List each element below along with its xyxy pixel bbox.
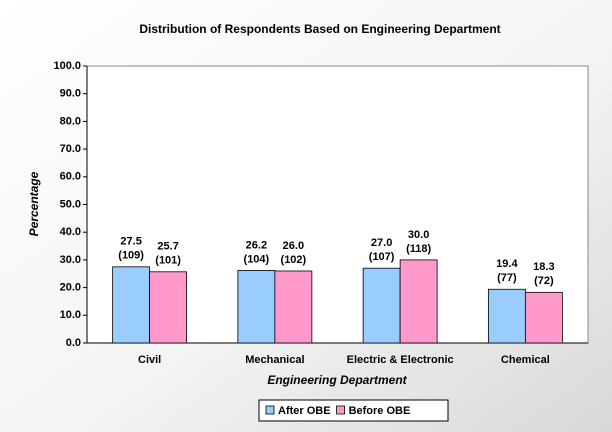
bar — [487, 288, 526, 344]
value-label: 26.0 — [283, 240, 304, 252]
bar — [399, 259, 438, 344]
count-label: (72) — [534, 275, 554, 287]
count-label: (102) — [281, 254, 307, 266]
y-tick-label: 30.0 — [60, 254, 81, 266]
value-label: 27.5 — [120, 236, 141, 248]
bar — [237, 270, 276, 344]
value-label: 19.4 — [496, 258, 518, 270]
bar — [112, 266, 151, 344]
x-tick-label: Electric & Electronic — [347, 354, 454, 366]
legend-swatch — [265, 405, 275, 415]
y-tick-label: 40.0 — [60, 226, 81, 238]
value-label: 30.0 — [408, 229, 429, 241]
y-tick-label: 50.0 — [60, 198, 81, 210]
value-label: 26.2 — [246, 239, 267, 251]
x-axis-title: Engineering Department — [267, 373, 407, 387]
x-tick-label: Mechanical — [245, 354, 304, 366]
y-tick-label: 70.0 — [60, 143, 81, 155]
y-tick-label: 60.0 — [60, 171, 81, 183]
y-tick-label: 20.0 — [60, 282, 81, 294]
y-tick-label: 80.0 — [60, 115, 81, 127]
value-label: 27.0 — [371, 237, 392, 249]
y-axis-title: Percentage — [27, 171, 41, 236]
bar — [274, 270, 313, 344]
count-label: (118) — [406, 243, 431, 255]
x-tick-label: Civil — [138, 354, 161, 366]
bar — [362, 267, 401, 344]
y-tick-label: 100.0 — [53, 60, 81, 72]
count-label: (104) — [244, 253, 270, 265]
bar — [524, 291, 563, 344]
legend-label: After OBE — [278, 405, 331, 417]
count-label: (107) — [369, 251, 395, 263]
x-tick-label: Chemical — [501, 354, 550, 366]
value-label: 25.7 — [157, 241, 178, 253]
y-tick-label: 90.0 — [60, 88, 81, 100]
legend-swatch — [336, 405, 345, 415]
legend — [258, 399, 449, 422]
legend-label: Before OBE — [349, 405, 411, 417]
count-label: (101) — [155, 255, 181, 267]
y-tick-label: 0.0 — [66, 337, 81, 349]
count-label: (77) — [497, 272, 517, 284]
y-tick-label: 10.0 — [60, 309, 81, 321]
chart-title: Distribution of Respondents Based on Eng… — [139, 22, 500, 36]
bar — [149, 271, 188, 344]
count-label: (109) — [118, 250, 144, 262]
value-label: 18.3 — [533, 261, 554, 273]
